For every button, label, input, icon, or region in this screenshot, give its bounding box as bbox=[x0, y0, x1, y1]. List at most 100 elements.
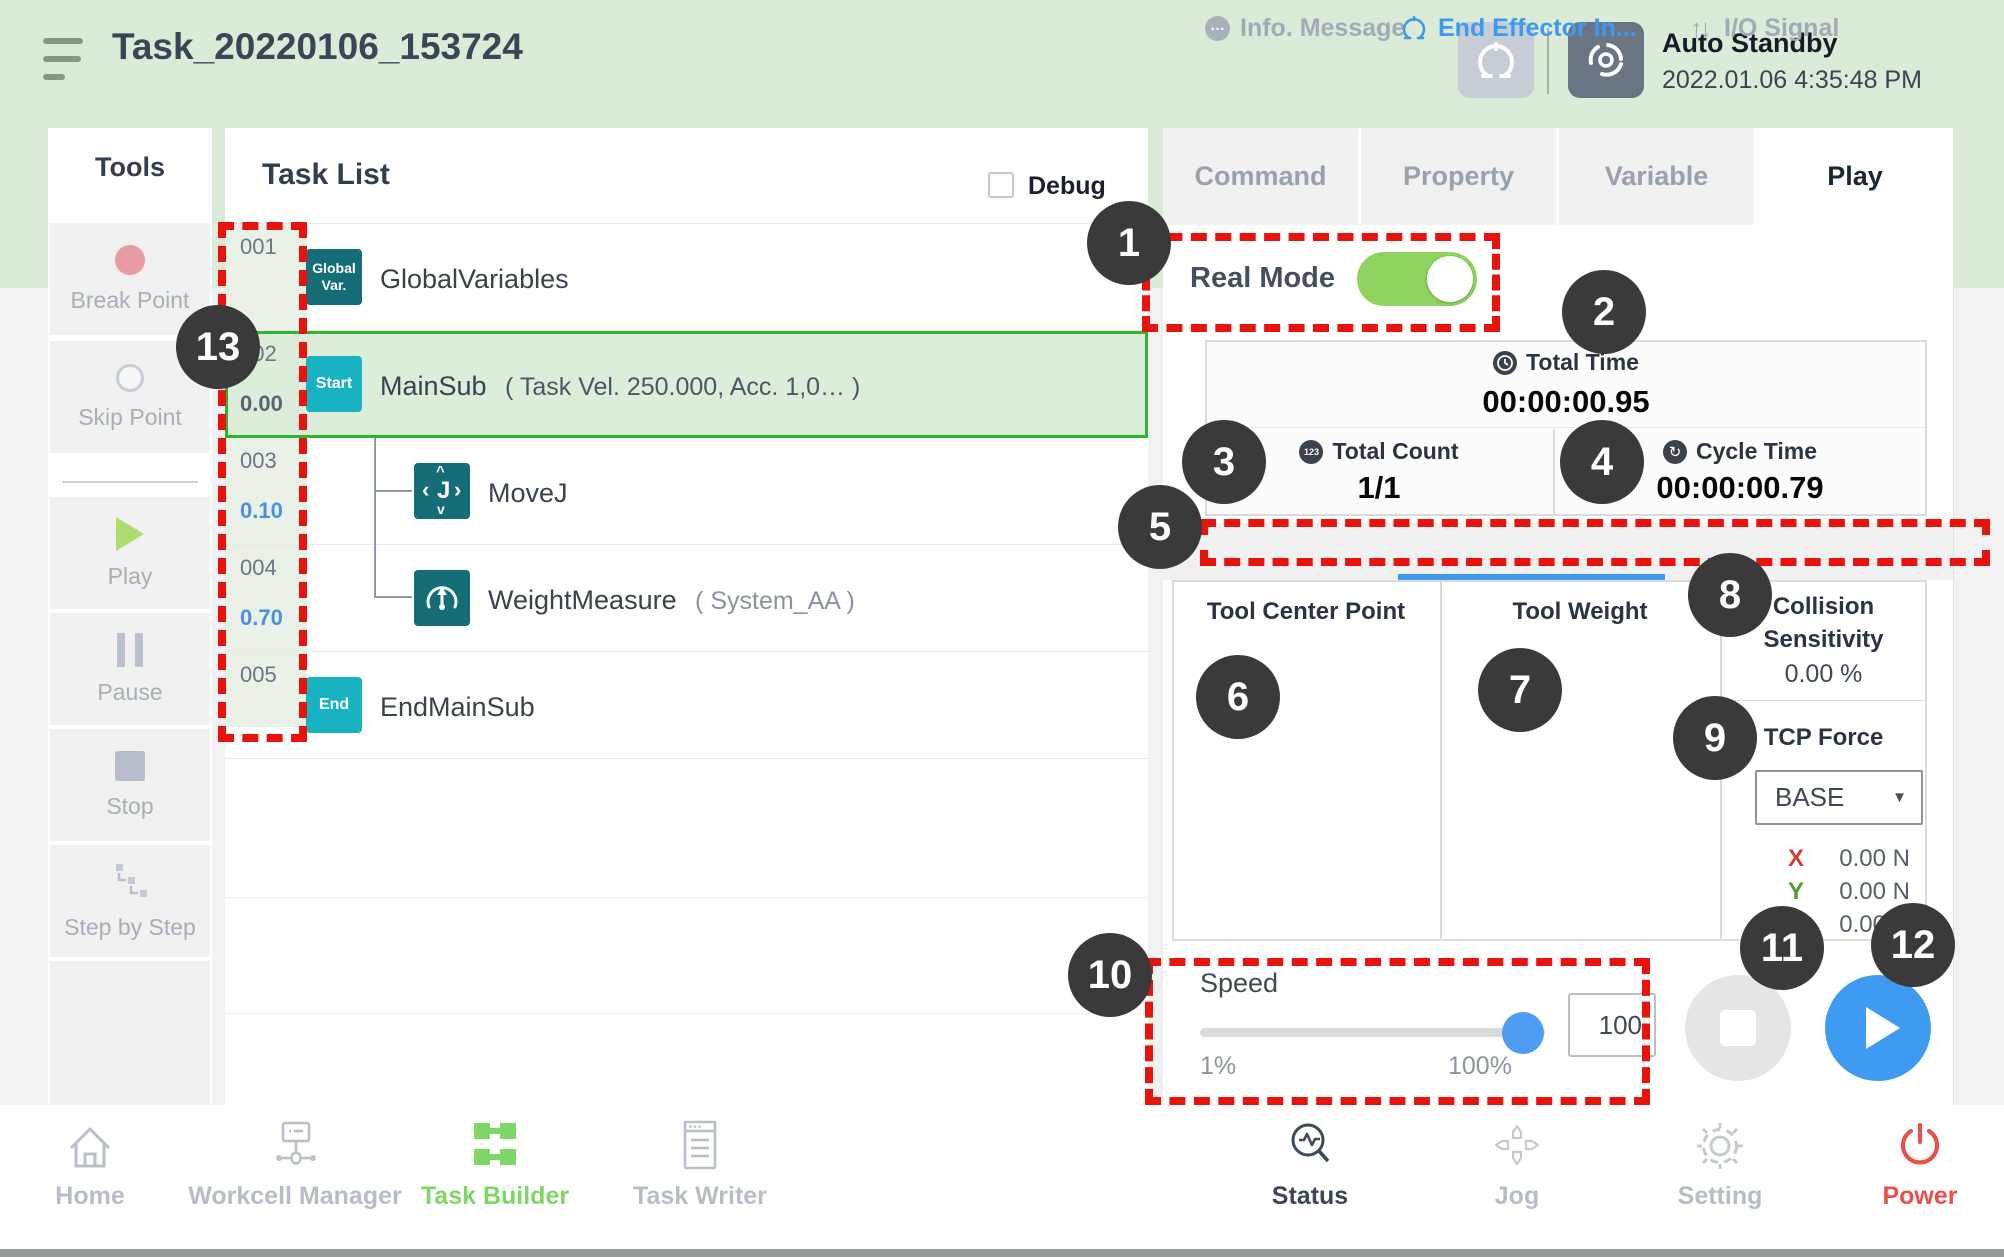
force-y-value: 0.00 N bbox=[1839, 878, 1910, 905]
nav-setting[interactable]: Setting bbox=[1610, 1118, 1830, 1211]
stop-tool-button[interactable]: Stop bbox=[50, 729, 210, 841]
annotation-badge-1: 1 bbox=[1087, 201, 1171, 285]
nav-jog[interactable]: Jog bbox=[1407, 1118, 1627, 1211]
task-stop-button[interactable] bbox=[1685, 975, 1791, 1081]
global-var-icon: Global Var. bbox=[306, 249, 362, 305]
task-row-selected[interactable]: 002 0.00 Start MainSub ( Task Vel. 250.0… bbox=[225, 331, 1148, 438]
right-column-divider bbox=[1722, 700, 1925, 701]
tools-divider bbox=[62, 481, 198, 483]
annotation-badge-10: 10 bbox=[1068, 933, 1152, 1017]
column-divider bbox=[1440, 582, 1442, 939]
speed-max-label: 100% bbox=[1448, 1052, 1512, 1080]
tool-weight-header: Tool Weight bbox=[1512, 598, 1648, 625]
break-point-button[interactable]: Break Point bbox=[50, 223, 210, 335]
power-icon bbox=[1900, 1122, 1940, 1165]
row-label: WeightMeasure bbox=[488, 585, 677, 615]
home-icon bbox=[69, 1127, 111, 1168]
task-row[interactable]: 001 Global Var. GlobalVariables bbox=[225, 224, 1148, 330]
pause-tool-button[interactable]: Pause bbox=[50, 613, 210, 725]
window-bottom-edge bbox=[0, 1249, 2004, 1257]
force-y-axis: Y bbox=[1788, 878, 1805, 905]
selected-row-highlight bbox=[225, 331, 1148, 438]
break-point-icon bbox=[115, 244, 145, 275]
tree-line bbox=[374, 438, 376, 598]
annotation-badge-4: 4 bbox=[1560, 420, 1644, 504]
gripper-tool-button[interactable] bbox=[1458, 22, 1534, 98]
empty-row-separator bbox=[225, 897, 1148, 898]
tab-property[interactable]: Property bbox=[1361, 128, 1556, 225]
gripper-small-icon bbox=[1402, 15, 1426, 39]
row-separator bbox=[225, 651, 1148, 652]
pause-icon bbox=[117, 632, 143, 667]
annotation-badge-9: 9 bbox=[1673, 696, 1757, 780]
tab-end-effector[interactable]: End Effector In... bbox=[1400, 0, 1637, 57]
collision-sensitivity-label: Collision Sensitivity bbox=[1763, 593, 1884, 653]
step-by-step-button[interactable]: Step by Step bbox=[50, 845, 210, 957]
header-divider bbox=[1547, 28, 1549, 94]
frame-value: BASE bbox=[1775, 782, 1845, 812]
weight-measure-icon bbox=[414, 570, 470, 626]
info-tab-strip bbox=[1163, 523, 1953, 580]
stop-icon bbox=[115, 750, 145, 781]
row-separator bbox=[225, 544, 1148, 545]
real-mode-toggle[interactable] bbox=[1357, 252, 1477, 306]
row-label: MainSub bbox=[380, 371, 487, 401]
tab-variable[interactable]: Variable bbox=[1559, 128, 1754, 225]
line-number-column bbox=[225, 224, 307, 727]
nav-task-writer[interactable]: Task Writer bbox=[590, 1118, 810, 1211]
tab-command[interactable]: Command bbox=[1163, 128, 1358, 225]
active-tab-underline bbox=[1398, 574, 1665, 580]
jog-icon bbox=[1494, 1124, 1540, 1166]
tab-io-signal[interactable]: ↑↓ I/O Signal bbox=[1690, 13, 1840, 43]
task-row[interactable]: 003 0.10 ^ ‹ J › v MoveJ bbox=[240, 448, 568, 523]
annotation-badge-2: 2 bbox=[1562, 270, 1646, 354]
nav-power[interactable]: Power bbox=[1810, 1118, 2004, 1211]
cycle-time-value: 00:00:00.79 bbox=[1656, 470, 1824, 505]
speed-label: Speed bbox=[1200, 968, 1279, 998]
status-datetime: 2022.01.06 4:35:48 PM bbox=[1662, 66, 1922, 94]
play-tool-button[interactable]: Play bbox=[50, 497, 210, 609]
movej-icon: ^ ‹ J › v bbox=[414, 463, 470, 519]
nav-task-builder[interactable]: Task Builder bbox=[385, 1118, 605, 1211]
tab-info-message[interactable]: … Info. Message bbox=[1205, 0, 1405, 57]
toggle-knob bbox=[1427, 256, 1473, 302]
speed-min-label: 1% bbox=[1200, 1052, 1237, 1080]
hamburger-menu-button[interactable] bbox=[43, 38, 89, 84]
force-frame-dropdown[interactable]: BASE ▼ bbox=[1755, 770, 1923, 825]
tab-play[interactable]: Play bbox=[1757, 128, 1953, 225]
right-panel-edge bbox=[1953, 128, 1954, 1105]
tool-center-point-header: Tool Center Point bbox=[1206, 598, 1406, 625]
dots-icon: … bbox=[1205, 16, 1230, 41]
swirl-icon bbox=[1588, 43, 1623, 77]
total-count-value: 1/1 bbox=[1357, 470, 1401, 505]
stats-divider-v bbox=[1553, 429, 1555, 514]
nav-status[interactable]: Status bbox=[1200, 1118, 1420, 1211]
io-arrows-icon: ↑↓ bbox=[1690, 13, 1712, 43]
debug-checkbox[interactable] bbox=[988, 172, 1014, 198]
task-row[interactable]: 004 0.70 WeightMeasure ( System_AA ) bbox=[240, 555, 855, 630]
nav-workcell-manager[interactable]: Workcell Manager bbox=[185, 1118, 405, 1211]
task-play-button[interactable] bbox=[1825, 975, 1931, 1081]
skip-point-icon bbox=[116, 363, 144, 392]
speed-slider-track[interactable] bbox=[1200, 1028, 1545, 1037]
task-list-panel bbox=[225, 128, 1148, 1105]
bottom-nav-bar bbox=[0, 1105, 2004, 1250]
speed-slider-knob[interactable] bbox=[1502, 1012, 1544, 1054]
play-triangle-icon bbox=[1866, 1007, 1900, 1049]
speed-value-input[interactable]: 100 bbox=[1568, 993, 1656, 1057]
total-time-cell: Total Time 00:00:00.95 bbox=[1482, 349, 1650, 419]
gripper-icon bbox=[1478, 42, 1514, 78]
status-icon bbox=[1291, 1123, 1330, 1163]
annotation-badge-13: 13 bbox=[176, 305, 260, 389]
nav-home[interactable]: Home bbox=[0, 1118, 200, 1211]
annotation-badge-8: 8 bbox=[1688, 553, 1772, 637]
task-row[interactable]: 005 End EndMainSub bbox=[225, 652, 1148, 758]
cycle-time-icon: ↻ bbox=[1662, 439, 1687, 464]
page-title: Task_20220106_153724 bbox=[112, 26, 523, 67]
total-time-value: 00:00:00.95 bbox=[1482, 384, 1650, 419]
annotation-badge-3: 3 bbox=[1182, 420, 1266, 504]
robot-status-label: Auto Standby bbox=[1662, 28, 1838, 58]
robot-mode-button[interactable] bbox=[1568, 22, 1644, 98]
tools-empty-block bbox=[50, 961, 210, 1105]
